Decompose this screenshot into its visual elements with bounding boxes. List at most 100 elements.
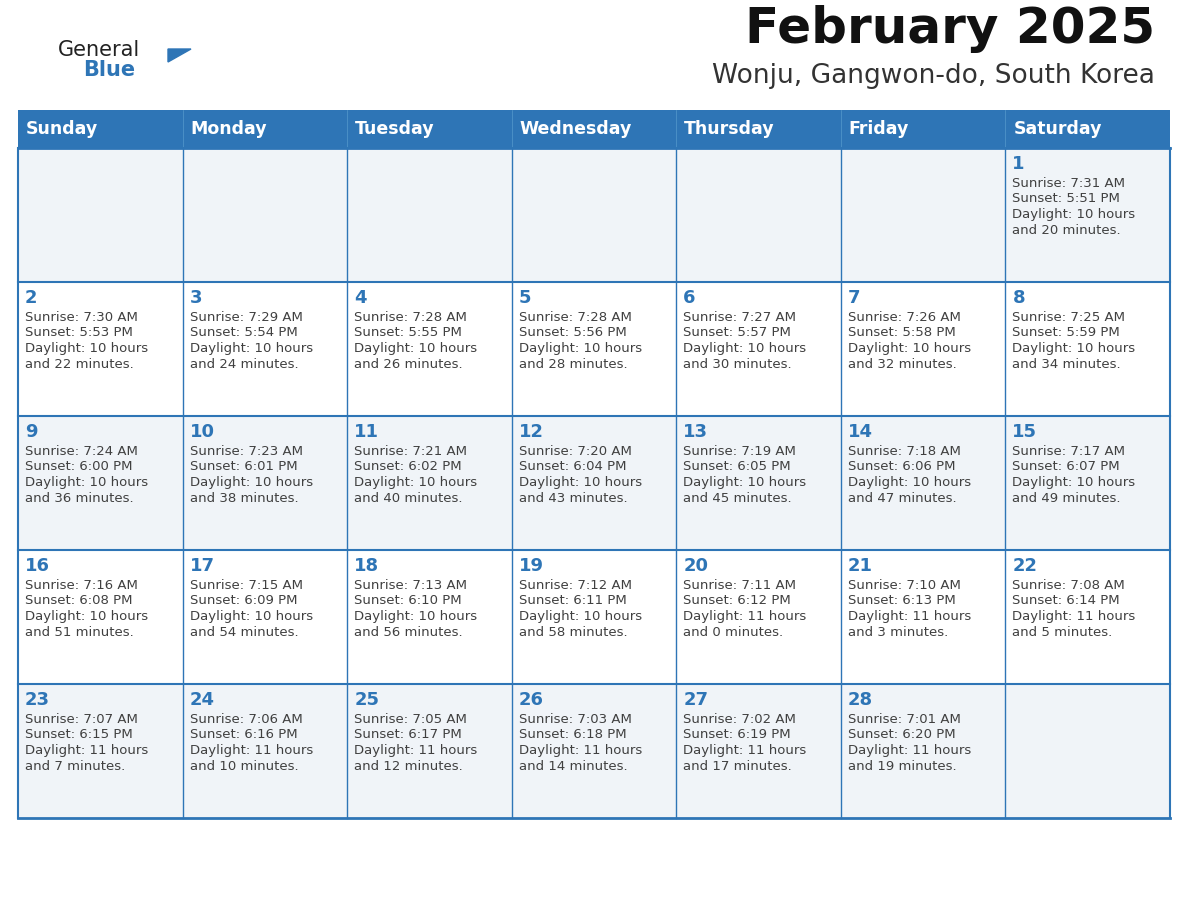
Text: Sunrise: 7:30 AM: Sunrise: 7:30 AM: [25, 311, 138, 324]
Text: Daylight: 10 hours: Daylight: 10 hours: [519, 610, 642, 623]
Text: Sunrise: 7:06 AM: Sunrise: 7:06 AM: [190, 713, 302, 726]
Text: Sunrise: 7:16 AM: Sunrise: 7:16 AM: [25, 579, 138, 592]
Text: and 51 minutes.: and 51 minutes.: [25, 625, 134, 639]
Text: Daylight: 10 hours: Daylight: 10 hours: [519, 342, 642, 355]
Text: Sunset: 6:09 PM: Sunset: 6:09 PM: [190, 595, 297, 608]
Text: and 10 minutes.: and 10 minutes.: [190, 759, 298, 773]
Text: and 45 minutes.: and 45 minutes.: [683, 491, 792, 505]
Text: Sunset: 6:06 PM: Sunset: 6:06 PM: [848, 461, 955, 474]
Text: 18: 18: [354, 557, 379, 575]
Text: Daylight: 10 hours: Daylight: 10 hours: [1012, 476, 1136, 489]
Text: Sunrise: 7:20 AM: Sunrise: 7:20 AM: [519, 445, 632, 458]
Text: Daylight: 10 hours: Daylight: 10 hours: [848, 476, 971, 489]
Bar: [18, 416, 1170, 550]
Text: 13: 13: [683, 423, 708, 441]
Text: and 32 minutes.: and 32 minutes.: [848, 357, 956, 371]
Text: Sunset: 6:20 PM: Sunset: 6:20 PM: [848, 729, 955, 742]
Text: 8: 8: [1012, 289, 1025, 307]
Text: Sunset: 6:07 PM: Sunset: 6:07 PM: [1012, 461, 1120, 474]
Text: 28: 28: [848, 691, 873, 709]
Text: 26: 26: [519, 691, 544, 709]
Bar: [18, 282, 1170, 416]
Text: 19: 19: [519, 557, 544, 575]
Text: Sunset: 6:11 PM: Sunset: 6:11 PM: [519, 595, 626, 608]
Text: Sunrise: 7:15 AM: Sunrise: 7:15 AM: [190, 579, 303, 592]
Text: and 0 minutes.: and 0 minutes.: [683, 625, 783, 639]
Text: Sunset: 5:58 PM: Sunset: 5:58 PM: [848, 327, 955, 340]
Text: and 47 minutes.: and 47 minutes.: [848, 491, 956, 505]
Text: 6: 6: [683, 289, 696, 307]
Text: Sunset: 5:59 PM: Sunset: 5:59 PM: [1012, 327, 1120, 340]
Text: Sunset: 6:16 PM: Sunset: 6:16 PM: [190, 729, 297, 742]
Text: Daylight: 10 hours: Daylight: 10 hours: [1012, 342, 1136, 355]
Text: Sunrise: 7:19 AM: Sunrise: 7:19 AM: [683, 445, 796, 458]
Text: and 7 minutes.: and 7 minutes.: [25, 759, 125, 773]
Text: and 56 minutes.: and 56 minutes.: [354, 625, 463, 639]
Text: Daylight: 10 hours: Daylight: 10 hours: [1012, 208, 1136, 221]
Text: 22: 22: [1012, 557, 1037, 575]
Text: Daylight: 11 hours: Daylight: 11 hours: [25, 744, 148, 757]
Text: Sunrise: 7:18 AM: Sunrise: 7:18 AM: [848, 445, 961, 458]
Text: Sunset: 6:02 PM: Sunset: 6:02 PM: [354, 461, 462, 474]
Text: Friday: Friday: [849, 120, 909, 138]
Text: Thursday: Thursday: [684, 120, 775, 138]
Text: Sunrise: 7:24 AM: Sunrise: 7:24 AM: [25, 445, 138, 458]
Text: Sunday: Sunday: [26, 120, 99, 138]
Text: and 30 minutes.: and 30 minutes.: [683, 357, 792, 371]
Text: Daylight: 10 hours: Daylight: 10 hours: [190, 342, 312, 355]
Text: Sunrise: 7:17 AM: Sunrise: 7:17 AM: [1012, 445, 1125, 458]
Text: Daylight: 11 hours: Daylight: 11 hours: [519, 744, 642, 757]
Text: Sunrise: 7:01 AM: Sunrise: 7:01 AM: [848, 713, 961, 726]
Text: Sunset: 5:56 PM: Sunset: 5:56 PM: [519, 327, 626, 340]
Text: 14: 14: [848, 423, 873, 441]
Text: Sunset: 6:18 PM: Sunset: 6:18 PM: [519, 729, 626, 742]
Text: 12: 12: [519, 423, 544, 441]
Text: Monday: Monday: [190, 120, 267, 138]
Text: and 34 minutes.: and 34 minutes.: [1012, 357, 1121, 371]
Text: Sunrise: 7:31 AM: Sunrise: 7:31 AM: [1012, 177, 1125, 190]
Text: Sunrise: 7:10 AM: Sunrise: 7:10 AM: [848, 579, 961, 592]
Text: 17: 17: [190, 557, 215, 575]
Text: Sunset: 6:10 PM: Sunset: 6:10 PM: [354, 595, 462, 608]
Text: Sunrise: 7:27 AM: Sunrise: 7:27 AM: [683, 311, 796, 324]
Text: Daylight: 10 hours: Daylight: 10 hours: [25, 476, 148, 489]
Text: Daylight: 11 hours: Daylight: 11 hours: [848, 610, 971, 623]
Text: Sunrise: 7:11 AM: Sunrise: 7:11 AM: [683, 579, 796, 592]
Text: and 12 minutes.: and 12 minutes.: [354, 759, 463, 773]
Text: Wonju, Gangwon-do, South Korea: Wonju, Gangwon-do, South Korea: [712, 63, 1155, 89]
Text: and 54 minutes.: and 54 minutes.: [190, 625, 298, 639]
Text: Sunrise: 7:13 AM: Sunrise: 7:13 AM: [354, 579, 467, 592]
Text: and 14 minutes.: and 14 minutes.: [519, 759, 627, 773]
Text: Daylight: 10 hours: Daylight: 10 hours: [683, 342, 807, 355]
Text: Sunset: 6:00 PM: Sunset: 6:00 PM: [25, 461, 133, 474]
Text: Daylight: 10 hours: Daylight: 10 hours: [190, 476, 312, 489]
Text: Sunset: 5:54 PM: Sunset: 5:54 PM: [190, 327, 297, 340]
Text: Daylight: 10 hours: Daylight: 10 hours: [25, 610, 148, 623]
Text: and 3 minutes.: and 3 minutes.: [848, 625, 948, 639]
Text: and 49 minutes.: and 49 minutes.: [1012, 491, 1121, 505]
Text: Sunset: 6:13 PM: Sunset: 6:13 PM: [848, 595, 955, 608]
Text: and 38 minutes.: and 38 minutes.: [190, 491, 298, 505]
Text: Sunrise: 7:28 AM: Sunrise: 7:28 AM: [519, 311, 632, 324]
Text: and 20 minutes.: and 20 minutes.: [1012, 223, 1121, 237]
Text: General: General: [58, 40, 140, 60]
Text: and 43 minutes.: and 43 minutes.: [519, 491, 627, 505]
Text: 2: 2: [25, 289, 38, 307]
Text: Sunset: 6:01 PM: Sunset: 6:01 PM: [190, 461, 297, 474]
Bar: [18, 110, 1170, 148]
Text: 16: 16: [25, 557, 50, 575]
Text: and 19 minutes.: and 19 minutes.: [848, 759, 956, 773]
Text: and 36 minutes.: and 36 minutes.: [25, 491, 133, 505]
Text: Daylight: 10 hours: Daylight: 10 hours: [683, 476, 807, 489]
Text: Daylight: 10 hours: Daylight: 10 hours: [190, 610, 312, 623]
Text: Saturday: Saturday: [1013, 120, 1102, 138]
Text: Daylight: 10 hours: Daylight: 10 hours: [25, 342, 148, 355]
Bar: [18, 148, 1170, 282]
Text: Daylight: 11 hours: Daylight: 11 hours: [683, 610, 807, 623]
Text: Daylight: 11 hours: Daylight: 11 hours: [848, 744, 971, 757]
Text: Sunset: 6:15 PM: Sunset: 6:15 PM: [25, 729, 133, 742]
Text: 23: 23: [25, 691, 50, 709]
Text: 15: 15: [1012, 423, 1037, 441]
Text: Wednesday: Wednesday: [519, 120, 632, 138]
Text: 9: 9: [25, 423, 38, 441]
